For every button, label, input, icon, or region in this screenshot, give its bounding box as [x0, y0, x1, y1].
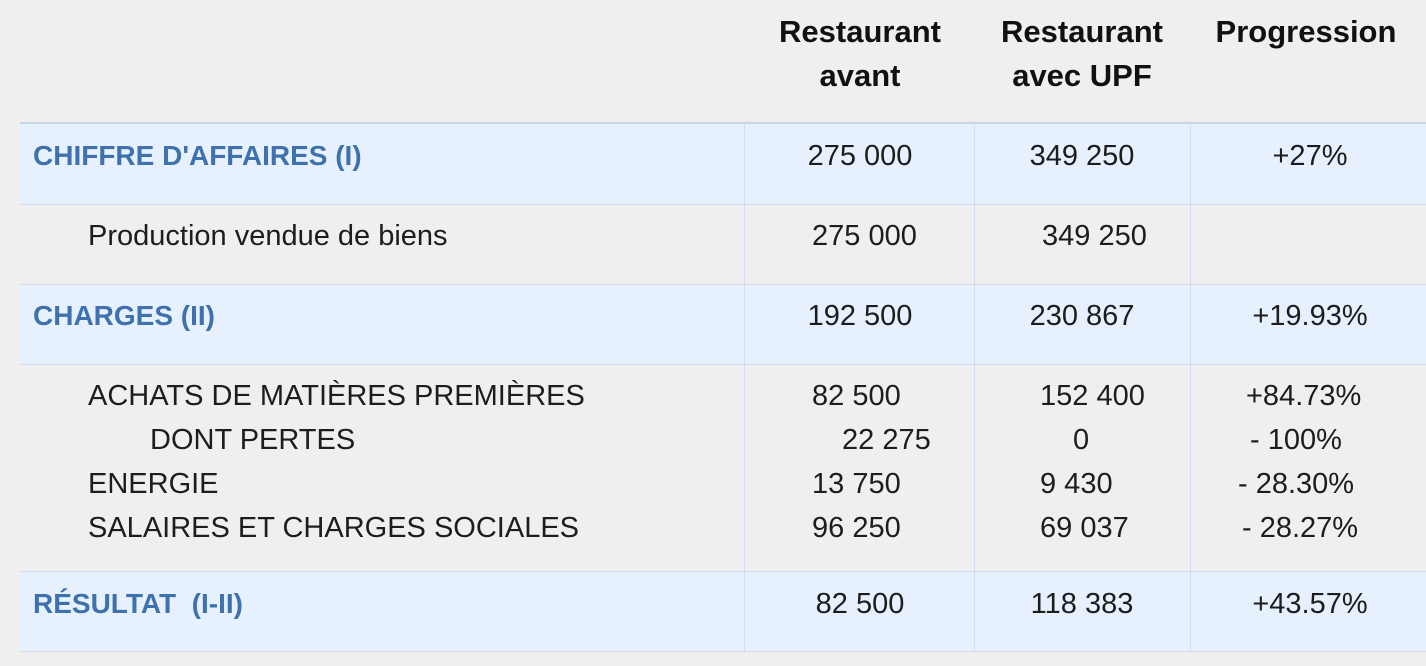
- value-progression: +19.93%: [1252, 300, 1368, 332]
- row-label-energie: ENERGIE: [88, 468, 219, 500]
- value-upf: 118 383: [1030, 588, 1134, 620]
- row-label-resultat: RÉSULTAT (I-II): [33, 588, 243, 619]
- value-progression: - 28.30%: [1238, 468, 1355, 500]
- row-resultat-bg: [20, 571, 1426, 651]
- table-top-border: [20, 122, 1426, 124]
- row-divider: [20, 364, 1426, 365]
- value-upf: 9 430: [1040, 468, 1113, 500]
- header-line: Progression: [1215, 14, 1397, 49]
- value-upf: 152 400: [1040, 380, 1145, 412]
- row-label-achats: ACHATS DE MATIÈRES PREMIÈRES: [88, 380, 585, 412]
- value-upf: 230 867: [1029, 300, 1135, 332]
- value-avant: 275 000: [807, 140, 913, 172]
- header-restaurant-avant: Restaurant avant: [760, 10, 960, 98]
- value-progression: +84.73%: [1246, 380, 1362, 412]
- value-avant: 82 500: [812, 380, 901, 412]
- row-details-bg: [20, 364, 1426, 571]
- value-avant: 22 275: [842, 424, 931, 456]
- column-divider: [744, 122, 745, 652]
- header-restaurant-avec-upf: Restaurant avec UPF: [982, 10, 1182, 98]
- value-progression: +43.57%: [1252, 588, 1368, 620]
- header-progression: Progression: [1196, 10, 1416, 54]
- header-line: avant: [819, 58, 901, 93]
- value-upf: 0: [1073, 424, 1090, 456]
- row-production-bg: [20, 204, 1426, 284]
- column-divider: [974, 122, 975, 652]
- value-avant: 13 750: [812, 468, 901, 500]
- column-divider: [1190, 122, 1191, 652]
- row-label-chiffre-affaires: CHIFFRE D'AFFAIRES (I): [33, 140, 362, 171]
- value-progression: - 28.27%: [1242, 512, 1359, 544]
- row-divider: [20, 651, 1426, 652]
- row-label-salaires: SALAIRES ET CHARGES SOCIALES: [88, 512, 580, 544]
- value-progression: +27%: [1272, 140, 1348, 172]
- row-charges-bg: [20, 284, 1426, 364]
- value-progression: - 100%: [1250, 424, 1342, 456]
- row-divider: [20, 571, 1426, 572]
- header-line: Restaurant: [1001, 14, 1163, 49]
- value-upf: 349 250: [1042, 220, 1147, 252]
- row-label-production: Production vendue de biens: [88, 220, 448, 252]
- value-avant: 275 000: [812, 220, 917, 252]
- value-avant: 192 500: [807, 300, 913, 332]
- header-line: Restaurant: [779, 14, 941, 49]
- row-chiffre-affaires-bg: [20, 122, 1426, 204]
- row-label-charges: CHARGES (II): [33, 300, 215, 331]
- value-upf: 69 037: [1040, 512, 1129, 544]
- row-label-dont-pertes: DONT PERTES: [150, 424, 356, 456]
- header-line: avec UPF: [1012, 58, 1152, 93]
- row-divider: [20, 204, 1426, 205]
- value-upf: 349 250: [1029, 140, 1135, 172]
- row-divider: [20, 284, 1426, 285]
- value-avant: 82 500: [815, 588, 905, 620]
- value-avant: 96 250: [812, 512, 901, 544]
